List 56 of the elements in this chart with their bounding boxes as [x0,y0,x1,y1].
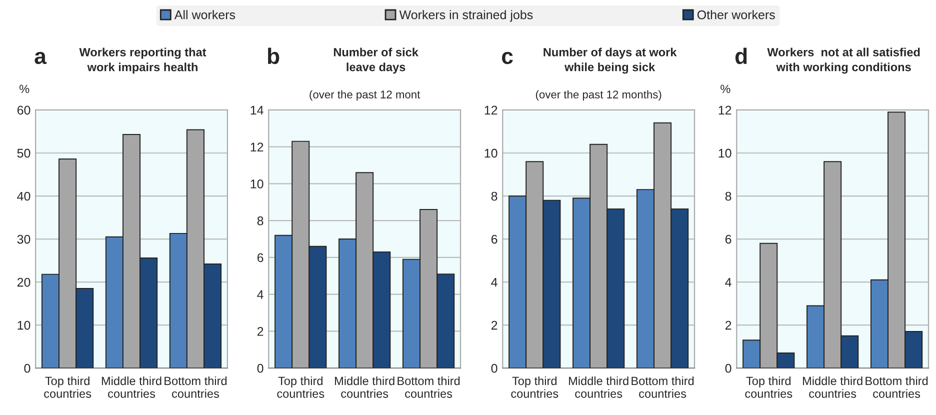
y-tick-label: 10 [18,320,30,330]
x-tick-label: Top third countries [511,376,558,398]
x-tick-label: Top third countries [44,376,92,398]
y-axis-title: % [20,84,30,94]
x-tick-label: Bottom third countries [164,376,227,398]
y-tick-label: 0 [257,364,264,373]
x-tick-label: Bottom third countries [632,376,694,398]
y-tick-label: 6 [257,253,264,262]
y-tick-label: 40 [17,192,30,201]
chart-title: Number of days at work while being sick [544,48,677,74]
y-tick-label: 2 [491,320,498,330]
y-tick-label: 0 [491,364,498,373]
y-tick-label: 6 [491,234,498,244]
text: c [502,52,513,64]
y-tick-label: 4 [257,290,264,299]
x-tick-label: Bottom third countries [398,376,460,398]
x-tick-label: Middle third countries [803,376,862,398]
y-tick-label: 0 [24,364,30,373]
y-axis-title: % [720,84,730,94]
x-tick-label: Middle third countries [569,376,628,398]
y-tick-label: 8 [725,192,732,201]
x-tick-label: Bottom third countries [866,376,928,398]
y-tick-label: 12 [250,142,264,152]
y-tick-label: 20 [17,278,30,287]
y-tick-label: 8 [491,192,498,201]
text: a [34,52,47,64]
y-tick-label: 12 [484,106,498,115]
legend-label: Workers in strained jobs [399,10,533,22]
y-tick-label: 12 [718,106,732,115]
y-tick-label: 30 [17,234,30,244]
y-tick-label: 0 [725,364,732,373]
x-tick-label: Top third countries [745,376,792,398]
chart-subtitle: (over the past 12 mont [310,90,420,101]
legend-label: All workers [174,10,236,20]
y-tick-label: 4 [491,278,498,287]
text: d [735,48,747,64]
chart-title: Workers reporting that work impairs health [79,48,206,74]
y-tick-label: 10 [484,148,498,158]
y-tick-label: 14 [250,106,264,115]
x-tick-label: Middle third countries [335,376,394,398]
x-tick-label: Top third countries [277,376,324,398]
y-tick-label: 2 [725,320,732,330]
chart-subtitle: (over the past 12 months) [536,90,662,101]
legend-label: Other workers [697,10,775,20]
text: b [268,48,280,64]
y-tick-label: 10 [250,180,264,188]
chart-title: Number of sick leave days [334,48,418,74]
y-tick-label: 2 [257,327,264,336]
y-tick-label: 4 [725,278,732,287]
y-tick-label: 8 [257,216,264,226]
y-tick-label: 10 [718,148,732,158]
y-tick-label: 6 [725,234,732,244]
y-tick-label: 60 [17,106,30,115]
y-tick-label: 50 [17,148,30,158]
chart-title: Workers not at all satisfied with working conditions [767,48,920,74]
x-tick-label: Middle third countries [102,376,162,398]
